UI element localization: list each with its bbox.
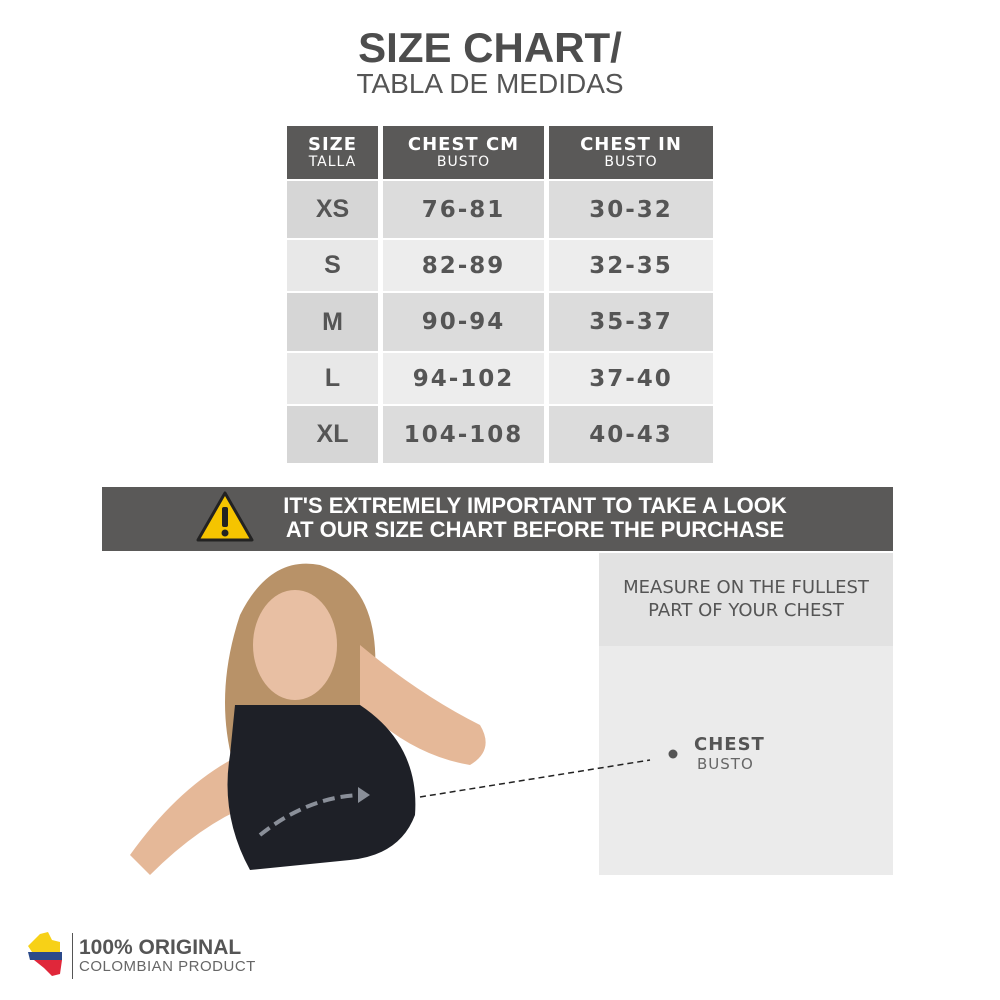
size-cell: XL xyxy=(287,406,378,463)
size-cell: S xyxy=(287,240,378,291)
measure-instruction-panel xyxy=(599,553,893,646)
measurement-cell: 30-32 xyxy=(549,181,713,238)
chest-label: CHEST xyxy=(694,734,765,755)
badge-title: 100% ORIGINAL xyxy=(79,936,242,959)
warning-line-1: IT'S EXTREMELY IMPORTANT TO TAKE A LOOK xyxy=(283,493,787,518)
size-cell: M xyxy=(287,293,378,351)
header-main: CHEST CM xyxy=(407,134,520,155)
warning-line-2: AT OUR SIZE CHART BEFORE THE PURCHASE xyxy=(285,517,785,542)
badge-subtitle: COLOMBIAN PRODUCT xyxy=(79,958,256,975)
measurement-cell: 32-35 xyxy=(549,240,713,291)
warning-triangle-icon xyxy=(196,491,254,542)
title: SIZE CHART/ xyxy=(358,24,622,71)
measurement-cell: 90-94 xyxy=(383,293,544,351)
column-header: CHEST CM BUSTO xyxy=(383,126,544,179)
header-main: CHEST IN xyxy=(580,134,682,155)
measurement-cell: 94-102 xyxy=(383,353,544,404)
header-sub: BUSTO xyxy=(436,154,491,170)
badge-divider xyxy=(72,933,73,979)
measure-line-2: PART OF YOUR CHEST xyxy=(648,600,844,621)
measurement-cell: 76-81 xyxy=(383,181,544,238)
size-cell: L xyxy=(287,353,378,404)
header-sub: BUSTO xyxy=(604,154,658,170)
subtitle: TABLA DE MEDIDAS xyxy=(356,68,624,99)
measurement-cell: 37-40 xyxy=(549,353,713,404)
measure-line-1: MEASURE ON THE FULLEST xyxy=(623,577,869,598)
busto-label: BUSTO xyxy=(697,755,754,773)
header-main: SIZE xyxy=(307,134,357,155)
column-header: CHEST IN BUSTO xyxy=(549,126,713,179)
header-sub: TALLA xyxy=(308,154,357,170)
measurement-cell: 35-37 xyxy=(549,293,713,351)
measurement-cell: 40-43 xyxy=(549,406,713,463)
size-cell: XS xyxy=(287,181,378,238)
colombia-flag-map-icon xyxy=(28,932,62,976)
measurement-cell: 104-108 xyxy=(383,406,544,463)
column-header: SIZE TALLA xyxy=(287,126,378,179)
model-photo xyxy=(130,563,486,875)
measurement-cell: 82-89 xyxy=(383,240,544,291)
